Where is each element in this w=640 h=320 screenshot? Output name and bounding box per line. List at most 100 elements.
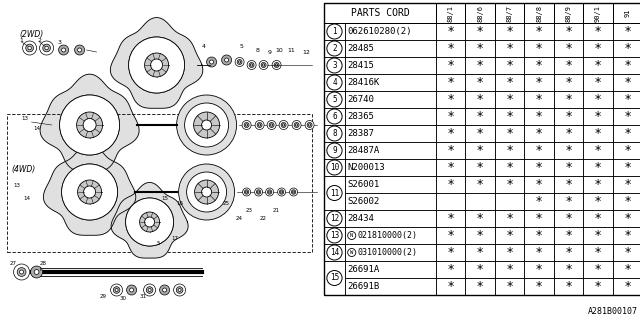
Text: *: * [565,25,572,38]
Bar [436,91,465,108]
Circle shape [28,46,31,50]
Text: 10: 10 [276,47,284,52]
Text: *: * [536,25,542,38]
Text: 24: 24 [236,216,243,221]
Circle shape [294,123,299,127]
Circle shape [246,124,248,126]
Bar [465,91,495,108]
Text: *: * [565,127,572,140]
Bar [324,108,344,125]
Text: *: * [624,93,630,106]
Circle shape [177,95,237,155]
Bar [436,176,465,193]
Text: *: * [477,229,483,242]
Text: *: * [477,263,483,276]
Circle shape [143,284,156,296]
Bar [583,142,612,159]
Circle shape [17,268,26,276]
Bar [344,108,436,125]
Text: *: * [536,178,542,191]
Text: *: * [624,161,630,174]
Circle shape [257,191,260,193]
Circle shape [77,112,102,138]
Bar [436,125,465,142]
Circle shape [281,123,286,127]
Circle shape [61,48,65,52]
Text: (2WD): (2WD) [20,30,44,39]
Text: *: * [447,93,454,106]
Circle shape [261,62,266,68]
Text: *: * [506,93,513,106]
Text: 4: 4 [332,78,337,87]
Bar [524,227,554,244]
Polygon shape [111,182,188,258]
Text: *: * [624,280,630,293]
Text: *: * [595,246,601,259]
Text: *: * [477,25,483,38]
Text: *: * [477,59,483,72]
Text: 15: 15 [161,196,168,201]
Bar [612,74,640,91]
Text: 13: 13 [330,231,339,240]
Circle shape [26,44,33,52]
Bar [324,261,344,295]
Circle shape [31,266,43,278]
Bar [554,57,583,74]
Circle shape [129,288,134,292]
Circle shape [70,172,109,212]
Text: *: * [595,59,601,72]
Text: *: * [624,144,630,157]
Bar [554,193,583,210]
Text: *: * [506,263,513,276]
Text: *: * [506,246,513,259]
Text: 4: 4 [202,44,205,50]
Bar [524,244,554,261]
Bar [324,125,344,142]
Bar [324,227,344,244]
Text: 28434: 28434 [348,214,374,223]
Text: *: * [624,42,630,55]
Circle shape [60,95,120,155]
Text: 14: 14 [330,248,339,257]
Circle shape [113,287,120,293]
Text: 8: 8 [332,129,337,138]
Bar [495,57,524,74]
Circle shape [289,188,298,196]
Bar [612,91,640,108]
Text: *: * [565,93,572,106]
Text: A281B00107: A281B00107 [588,307,638,316]
Text: *: * [536,144,542,157]
Bar [436,278,465,295]
Bar [612,40,640,57]
Circle shape [84,120,95,130]
Text: *: * [536,246,542,259]
Text: 2: 2 [38,37,42,43]
Bar [344,193,436,210]
Circle shape [115,289,118,292]
Text: *: * [565,246,572,259]
Text: *: * [565,144,572,157]
Bar [583,108,612,125]
Bar [554,261,583,278]
Text: 11: 11 [288,47,296,52]
Text: *: * [595,25,601,38]
Bar [554,23,583,40]
Circle shape [152,60,161,70]
Text: *: * [624,212,630,225]
Circle shape [274,62,279,68]
Bar [465,3,495,23]
Circle shape [150,59,163,71]
Text: 3: 3 [332,61,337,70]
Text: *: * [624,246,630,259]
Text: *: * [447,144,454,157]
Bar [324,40,344,57]
Bar [554,227,583,244]
Circle shape [77,180,102,204]
Bar [583,40,612,57]
Text: *: * [447,280,454,293]
Text: 12: 12 [330,214,339,223]
Text: 1: 1 [332,27,337,36]
Text: 17: 17 [172,236,179,241]
Bar [324,244,344,261]
Bar [465,261,495,278]
